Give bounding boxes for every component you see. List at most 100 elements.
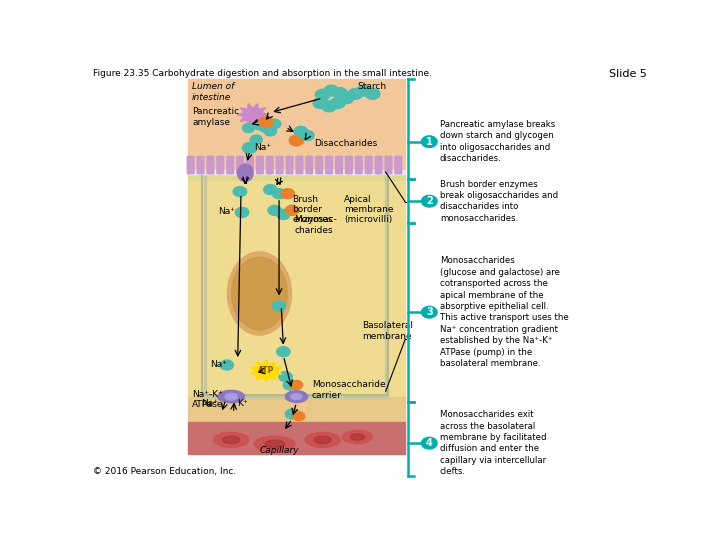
FancyBboxPatch shape <box>256 156 264 174</box>
Text: © 2016 Pearson Education, Inc.: © 2016 Pearson Education, Inc. <box>93 467 236 476</box>
FancyBboxPatch shape <box>365 156 372 174</box>
Circle shape <box>243 143 257 153</box>
Bar <box>188 171 405 181</box>
Circle shape <box>290 380 302 389</box>
Text: ATP: ATP <box>258 366 274 375</box>
FancyBboxPatch shape <box>356 156 362 174</box>
Ellipse shape <box>225 393 238 400</box>
Circle shape <box>220 360 233 370</box>
Text: 3: 3 <box>426 307 433 317</box>
Circle shape <box>330 98 345 109</box>
Text: Figure 23.35 Carbohydrate digestion and absorption in the small intestine.: Figure 23.35 Carbohydrate digestion and … <box>93 69 432 78</box>
FancyBboxPatch shape <box>227 156 233 174</box>
FancyBboxPatch shape <box>316 156 323 174</box>
Ellipse shape <box>214 433 249 447</box>
Text: Monosac-
charides: Monosac- charides <box>294 215 337 235</box>
Text: Brush
border
enzymes: Brush border enzymes <box>292 194 333 224</box>
Circle shape <box>272 301 286 311</box>
Circle shape <box>315 89 330 100</box>
Bar <box>188 397 405 422</box>
Text: Disaccharides: Disaccharides <box>314 139 377 148</box>
Text: Pancreatic
amylase: Pancreatic amylase <box>192 107 239 126</box>
Text: Capillary: Capillary <box>259 446 299 455</box>
Ellipse shape <box>228 252 292 335</box>
Circle shape <box>279 372 292 382</box>
Circle shape <box>253 120 266 130</box>
Circle shape <box>356 85 372 96</box>
Circle shape <box>250 135 262 144</box>
Circle shape <box>260 124 272 133</box>
Text: Monosaccharides exit
across the basolateral
membrane by facilitated
diffusion an: Monosaccharides exit across the basolate… <box>440 410 546 476</box>
Circle shape <box>264 127 276 136</box>
Ellipse shape <box>291 394 302 400</box>
FancyBboxPatch shape <box>197 156 204 174</box>
Circle shape <box>285 409 299 419</box>
Ellipse shape <box>265 440 284 448</box>
Circle shape <box>301 131 314 140</box>
Ellipse shape <box>222 436 240 443</box>
Text: Brush border enzymes
break oligosaccharides and
disaccharides into
monosaccharid: Brush border enzymes break oligosacchari… <box>440 179 558 223</box>
Text: Na⁺-K⁺
ATPase: Na⁺-K⁺ ATPase <box>192 390 223 409</box>
Ellipse shape <box>314 436 331 443</box>
Text: Na⁺: Na⁺ <box>210 360 227 369</box>
FancyBboxPatch shape <box>306 156 312 174</box>
FancyBboxPatch shape <box>336 156 342 174</box>
Circle shape <box>313 98 328 109</box>
FancyBboxPatch shape <box>217 156 224 174</box>
Circle shape <box>294 126 307 136</box>
Circle shape <box>283 380 297 390</box>
Circle shape <box>421 136 437 147</box>
Text: Basolateral
membrane: Basolateral membrane <box>361 321 413 341</box>
Ellipse shape <box>285 391 307 402</box>
FancyBboxPatch shape <box>375 156 382 174</box>
Ellipse shape <box>217 390 245 403</box>
Circle shape <box>281 188 294 199</box>
Circle shape <box>365 89 380 99</box>
FancyBboxPatch shape <box>325 156 333 174</box>
Text: Na⁺: Na⁺ <box>201 399 218 408</box>
Circle shape <box>289 135 304 146</box>
FancyBboxPatch shape <box>247 156 253 174</box>
Text: 1: 1 <box>426 137 433 147</box>
Ellipse shape <box>232 257 287 330</box>
Circle shape <box>233 187 246 197</box>
Circle shape <box>322 101 336 112</box>
Bar <box>188 422 405 454</box>
Polygon shape <box>250 360 282 382</box>
Circle shape <box>272 188 286 199</box>
Text: K⁺: K⁺ <box>237 399 248 408</box>
Circle shape <box>243 124 255 133</box>
FancyBboxPatch shape <box>395 156 402 174</box>
Text: Lumen of
intestine: Lumen of intestine <box>192 82 234 102</box>
Circle shape <box>276 347 290 357</box>
Circle shape <box>333 87 347 98</box>
Text: Monosaccharide
carrier: Monosaccharide carrier <box>312 380 385 400</box>
Text: 4: 4 <box>426 438 433 448</box>
Text: Slide 5: Slide 5 <box>609 69 647 79</box>
Polygon shape <box>238 104 269 126</box>
Text: Pancreatic amylase breaks
down starch and glycogen
into oligosaccharides and
dis: Pancreatic amylase breaks down starch an… <box>440 120 555 164</box>
Circle shape <box>348 89 362 99</box>
Bar <box>188 79 405 173</box>
Ellipse shape <box>305 433 341 447</box>
FancyBboxPatch shape <box>346 156 352 174</box>
Circle shape <box>421 195 437 207</box>
Circle shape <box>324 85 338 96</box>
Circle shape <box>269 119 281 129</box>
Circle shape <box>421 437 437 449</box>
Ellipse shape <box>238 164 253 181</box>
FancyBboxPatch shape <box>276 156 283 174</box>
FancyBboxPatch shape <box>266 156 273 174</box>
Circle shape <box>276 210 290 219</box>
FancyBboxPatch shape <box>187 156 194 174</box>
Circle shape <box>268 205 282 215</box>
FancyBboxPatch shape <box>385 156 392 174</box>
Text: Monosaccharides
(glucose and galactose) are
cotransported across the
apical memb: Monosaccharides (glucose and galactose) … <box>440 256 569 368</box>
Circle shape <box>421 306 437 318</box>
Text: Na⁺: Na⁺ <box>254 144 271 152</box>
Circle shape <box>292 411 305 421</box>
Ellipse shape <box>254 436 295 452</box>
FancyBboxPatch shape <box>296 156 303 174</box>
Circle shape <box>258 117 274 127</box>
Circle shape <box>264 185 277 194</box>
